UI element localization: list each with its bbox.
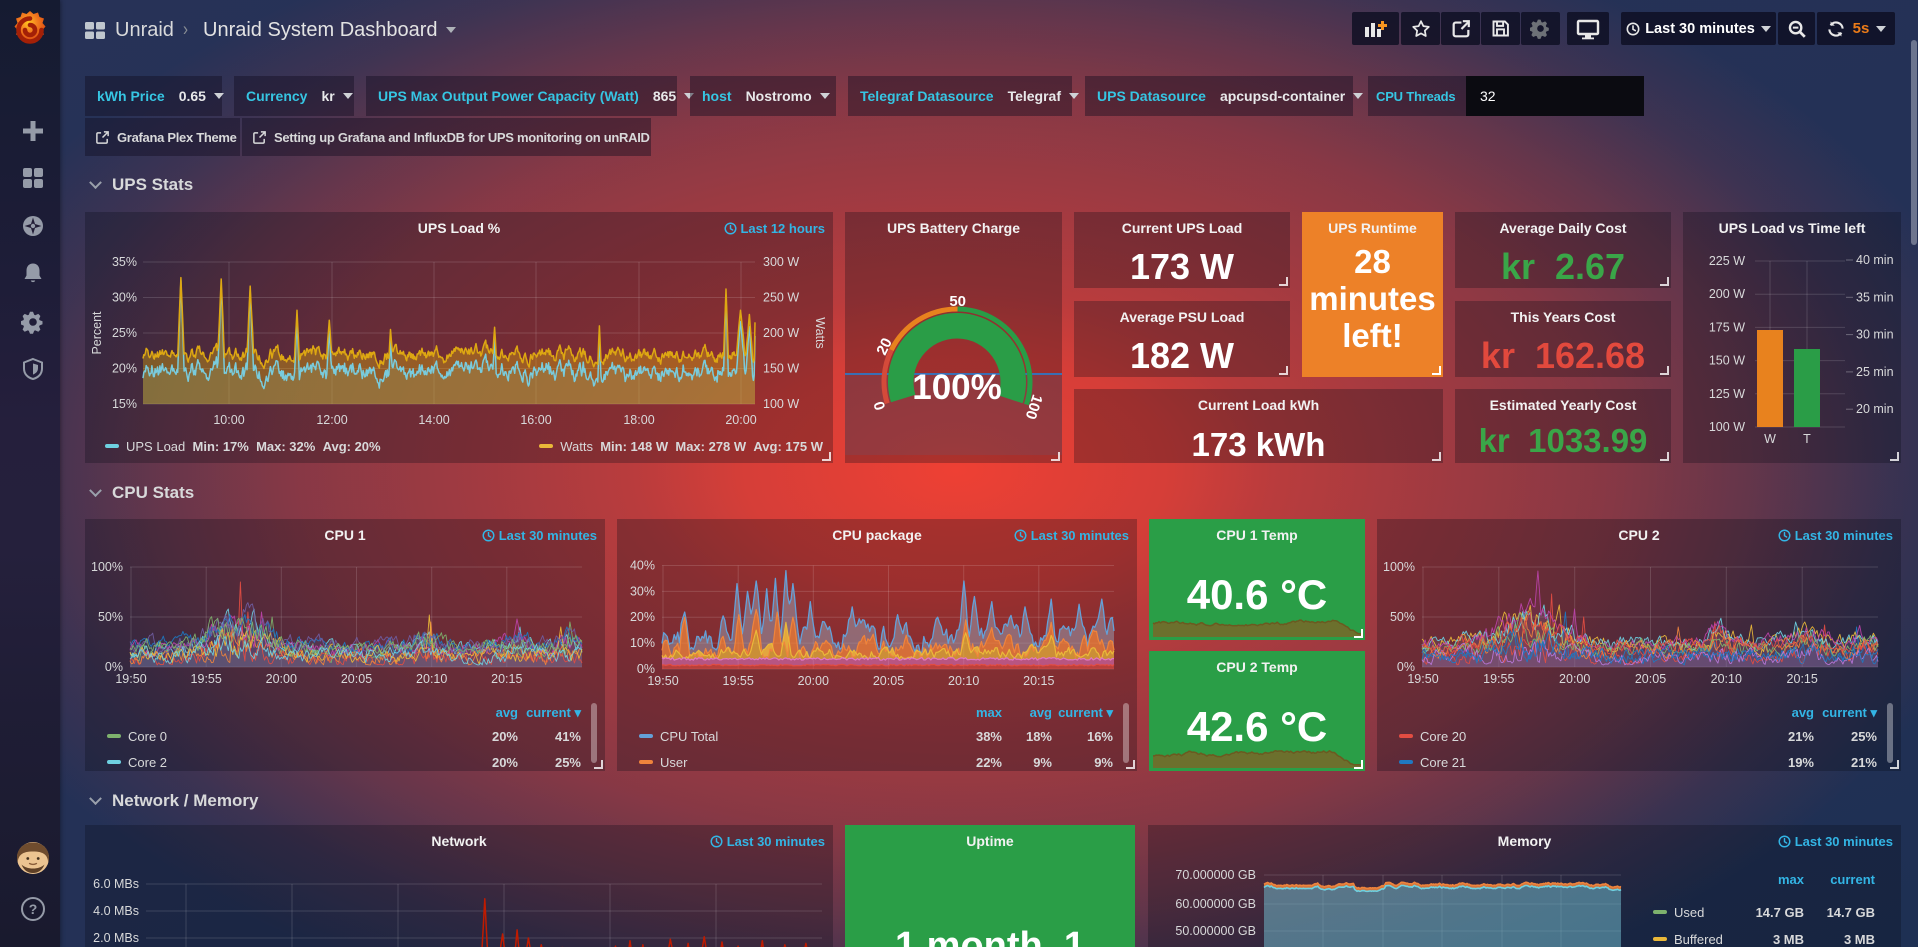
svg-text:19:50: 19:50 [115, 672, 146, 686]
svg-text:30%: 30% [112, 291, 137, 305]
svg-text:14:00: 14:00 [418, 413, 449, 427]
svg-text:10%: 10% [630, 636, 655, 650]
svg-text:60.000000 GB: 60.000000 GB [1175, 897, 1256, 911]
svg-text:25%: 25% [112, 326, 137, 340]
svg-text:19:55: 19:55 [191, 672, 222, 686]
svg-text:35%: 35% [112, 255, 137, 269]
svg-text:175 W: 175 W [1709, 320, 1745, 334]
svg-text:20%: 20% [112, 362, 137, 376]
svg-text:50.000000 GB: 50.000000 GB [1175, 924, 1256, 938]
svg-text:20:00: 20:00 [1559, 672, 1590, 686]
svg-text:100 W: 100 W [763, 397, 799, 411]
svg-text:150 W: 150 W [1709, 354, 1745, 368]
svg-text:200 W: 200 W [1709, 287, 1745, 301]
svg-text:20:05: 20:05 [873, 674, 904, 688]
svg-text:20:10: 20:10 [948, 674, 979, 688]
svg-text:30%: 30% [630, 584, 655, 598]
svg-text:100 W: 100 W [1709, 420, 1745, 434]
svg-text:19:50: 19:50 [1407, 672, 1438, 686]
svg-text:50: 50 [949, 293, 966, 310]
svg-text:50%: 50% [98, 610, 123, 624]
svg-text:20:15: 20:15 [1787, 672, 1818, 686]
svg-text:10:00: 10:00 [213, 413, 244, 427]
svg-text:300 W: 300 W [763, 255, 799, 269]
svg-text:Watts: Watts [813, 317, 827, 348]
svg-text:20:05: 20:05 [1635, 672, 1666, 686]
svg-text:?: ? [29, 901, 38, 917]
svg-text:20:10: 20:10 [1711, 672, 1742, 686]
svg-text:4.0 MBs: 4.0 MBs [93, 904, 139, 918]
svg-text:20:05: 20:05 [341, 672, 372, 686]
svg-text:T: T [1803, 432, 1811, 446]
svg-text:20 min: 20 min [1856, 402, 1894, 416]
svg-text:35 min: 35 min [1856, 290, 1894, 304]
svg-text:0%: 0% [105, 660, 123, 674]
svg-text:18:00: 18:00 [623, 413, 654, 427]
svg-text:40%: 40% [630, 559, 655, 573]
svg-text:40 min: 40 min [1856, 253, 1894, 267]
svg-text:20:15: 20:15 [491, 672, 522, 686]
svg-text:2.0 MBs: 2.0 MBs [93, 931, 139, 945]
svg-text:100: 100 [1022, 392, 1046, 421]
svg-text:0%: 0% [637, 662, 655, 676]
svg-text:225 W: 225 W [1709, 254, 1745, 268]
svg-text:125 W: 125 W [1709, 387, 1745, 401]
svg-text:20:00: 20:00 [798, 674, 829, 688]
svg-text:0%: 0% [1397, 660, 1415, 674]
svg-text:19:50: 19:50 [647, 674, 678, 688]
svg-text:W: W [1764, 432, 1776, 446]
svg-text:19:55: 19:55 [1483, 672, 1514, 686]
svg-text:Percent: Percent [90, 311, 104, 355]
svg-text:20: 20 [873, 335, 896, 357]
svg-text:25 min: 25 min [1856, 365, 1894, 379]
svg-text:150 W: 150 W [763, 362, 799, 376]
svg-text:70.000000 GB: 70.000000 GB [1175, 868, 1256, 882]
svg-text:50%: 50% [1390, 610, 1415, 624]
svg-text:100%: 100% [91, 560, 123, 574]
svg-text:20:10: 20:10 [416, 672, 447, 686]
svg-text:16:00: 16:00 [520, 413, 551, 427]
svg-text:20%: 20% [630, 610, 655, 624]
svg-text:30 min: 30 min [1856, 328, 1894, 342]
svg-text:200 W: 200 W [763, 326, 799, 340]
svg-text:20:15: 20:15 [1023, 674, 1054, 688]
svg-text:6.0 MBs: 6.0 MBs [93, 877, 139, 891]
svg-text:250 W: 250 W [763, 291, 799, 305]
svg-text:12:00: 12:00 [316, 413, 347, 427]
svg-text:20:00: 20:00 [725, 413, 756, 427]
svg-text:20:00: 20:00 [266, 672, 297, 686]
svg-text:15%: 15% [112, 397, 137, 411]
svg-text:19:55: 19:55 [723, 674, 754, 688]
svg-text:100%: 100% [1383, 560, 1415, 574]
svg-text:100%: 100% [912, 368, 1002, 407]
